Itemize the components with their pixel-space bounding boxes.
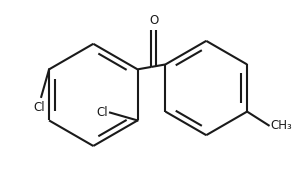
Text: CH₃: CH₃ bbox=[271, 119, 292, 132]
Text: Cl: Cl bbox=[33, 101, 45, 114]
Text: O: O bbox=[149, 14, 158, 27]
Text: Cl: Cl bbox=[96, 106, 108, 119]
